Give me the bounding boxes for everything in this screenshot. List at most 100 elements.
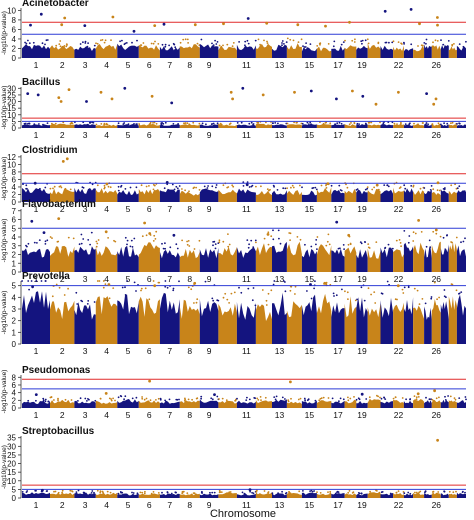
chromosome-band-12 <box>255 190 272 202</box>
chromosome-band-24 <box>413 242 425 272</box>
snp-point <box>444 399 447 401</box>
snp-point <box>140 289 142 292</box>
snp-point <box>184 189 187 192</box>
chromosome-band-13 <box>272 493 287 498</box>
chromosome-band-29 <box>456 294 466 344</box>
snp-point <box>179 41 182 44</box>
snp-point <box>106 123 109 126</box>
snp-point <box>257 399 260 401</box>
y-tick-label: 0 <box>12 268 17 277</box>
snp-point <box>353 122 356 124</box>
snp-point <box>53 399 55 401</box>
snp-point <box>318 399 321 402</box>
peak-point <box>347 233 351 237</box>
snp-point <box>424 490 427 493</box>
snp-point <box>401 288 404 291</box>
snp-point <box>119 40 121 43</box>
x-tick-label: 3 <box>83 60 88 70</box>
chromosome-band-17 <box>331 124 345 128</box>
snp-point <box>135 186 138 189</box>
peak-point <box>148 232 152 235</box>
peak-point <box>57 217 61 221</box>
snp-point <box>464 396 467 398</box>
snp-point <box>230 292 233 295</box>
chromosome-band-22 <box>393 302 404 344</box>
snp-point <box>218 489 221 492</box>
snp-point <box>353 396 355 398</box>
snp-point <box>337 491 340 493</box>
snp-point <box>248 398 251 401</box>
snp-point <box>114 399 116 402</box>
x-tick-label: 2 <box>60 60 65 70</box>
snp-point <box>300 38 303 41</box>
peak-point <box>434 97 438 101</box>
snp-point <box>82 41 84 44</box>
snp-point <box>51 295 54 298</box>
snp-point <box>27 399 30 402</box>
chromosome-band-1 <box>22 188 50 202</box>
x-tick-label: 9 <box>207 130 212 140</box>
x-tick-label: 4 <box>104 410 109 420</box>
snp-point <box>113 239 115 242</box>
x-tick-label: 17 <box>333 204 343 214</box>
snp-point <box>301 122 304 125</box>
snp-point <box>446 234 448 236</box>
x-tick-label: 17 <box>333 410 343 420</box>
snp-point <box>427 123 429 126</box>
snp-point <box>187 286 190 289</box>
x-tick-label: 6 <box>147 500 152 510</box>
snp-point <box>464 491 466 494</box>
peak-point <box>266 233 270 236</box>
chromosome-band-16 <box>316 46 332 58</box>
peak-point <box>418 22 421 26</box>
snp-point <box>238 41 241 43</box>
chromosome-band-18 <box>344 188 357 202</box>
snp-point <box>373 291 376 293</box>
snp-point <box>212 244 214 247</box>
chromosome-band-2 <box>50 188 75 202</box>
snp-point <box>164 242 166 245</box>
x-tick-label: 5 <box>126 410 131 420</box>
panel-title: Clostridium <box>22 145 78 156</box>
snp-point <box>35 399 37 402</box>
snp-point <box>193 492 196 495</box>
snp-point <box>401 397 404 399</box>
peak-point <box>107 283 111 286</box>
y-tick-label: 0 <box>12 124 17 133</box>
snp-point <box>44 280 47 282</box>
snp-point <box>82 238 85 240</box>
snp-point <box>420 44 423 47</box>
chromosome-band-27 <box>440 244 449 272</box>
snp-point <box>25 244 27 247</box>
snp-point <box>188 245 191 247</box>
snp-point <box>218 239 221 242</box>
x-tick-label: 1 <box>34 500 39 510</box>
y-axis-label: -log10(p-value) <box>1 291 8 335</box>
snp-point <box>161 491 163 494</box>
snp-point <box>319 43 321 46</box>
x-tick-label: 11 <box>242 204 251 214</box>
snp-point <box>349 397 352 400</box>
peak-point <box>335 220 339 224</box>
chromosome-band-2 <box>50 245 75 272</box>
x-tick-label: 26 <box>432 410 442 420</box>
snp-point <box>161 43 164 46</box>
snp-point <box>164 247 167 250</box>
snp-point <box>369 490 371 493</box>
snp-point <box>231 184 234 187</box>
chromosome-band-7 <box>159 124 180 128</box>
chromosome-band-29 <box>456 124 466 128</box>
snp-point <box>141 396 144 398</box>
snp-point <box>103 41 106 44</box>
chromosome-band-23 <box>403 48 414 58</box>
chromosome-band-20 <box>367 189 381 202</box>
snp-point <box>272 122 274 124</box>
snp-point <box>431 398 434 401</box>
snp-point <box>87 42 89 44</box>
snp-point <box>267 292 270 295</box>
snp-point <box>443 490 446 493</box>
chromosome-band-28 <box>448 493 457 498</box>
snp-point <box>153 184 156 187</box>
peak-point <box>193 23 197 27</box>
snp-point <box>404 123 407 125</box>
